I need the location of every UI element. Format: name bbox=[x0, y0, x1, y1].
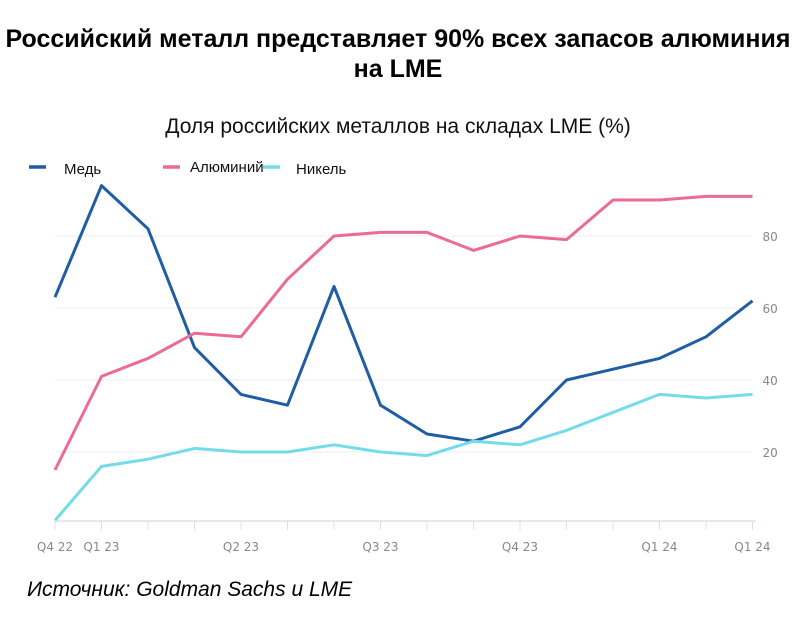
y-tick-label: 60 bbox=[763, 302, 778, 316]
x-tick-label: Q3 23 bbox=[362, 540, 398, 554]
series-line-1 bbox=[53, 194, 753, 471]
source-note: Источник: Goldman Sachs и LME bbox=[27, 578, 353, 601]
y-tick-label: 40 bbox=[763, 374, 778, 388]
y-tick-label: 80 bbox=[763, 230, 778, 244]
y-tick-label: 20 bbox=[763, 446, 778, 460]
legend-label: Никель bbox=[296, 161, 347, 178]
legend-label: Медь bbox=[64, 161, 101, 178]
x-tick-label: Q1 23 bbox=[83, 540, 119, 554]
legend-label: Алюминий bbox=[190, 159, 264, 176]
page-title: Российский металл представляет 90% всех … bbox=[5, 25, 791, 83]
chart-title: Доля российских металлов на складах LME … bbox=[165, 115, 631, 138]
series-line-2 bbox=[53, 392, 753, 522]
x-tick-label: Q1 24 bbox=[641, 540, 677, 554]
x-tick-label: Q4 23 bbox=[502, 540, 538, 554]
x-tick-label: Q1 24 bbox=[734, 540, 770, 554]
x-tick-label: Q4 22 bbox=[37, 540, 73, 554]
series-line-0 bbox=[53, 184, 754, 443]
x-tick-label: Q2 23 bbox=[223, 540, 259, 554]
